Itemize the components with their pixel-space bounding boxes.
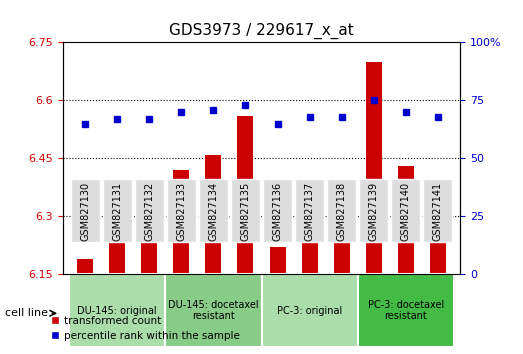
Text: GSM827133: GSM827133 (176, 182, 186, 241)
Bar (141, 228, 157, 274)
Bar (334, 213, 350, 274)
Bar (173, 170, 189, 274)
FancyBboxPatch shape (135, 179, 164, 242)
Text: GSM827137: GSM827137 (304, 182, 314, 241)
FancyBboxPatch shape (359, 179, 388, 242)
Text: DU-145: docetaxel
resistant: DU-145: docetaxel resistant (168, 300, 259, 321)
Text: GSM827130: GSM827130 (80, 182, 90, 241)
FancyBboxPatch shape (391, 179, 420, 242)
Text: GSM827131: GSM827131 (112, 182, 122, 241)
FancyBboxPatch shape (295, 179, 324, 242)
Text: GSM827138: GSM827138 (337, 182, 347, 241)
FancyBboxPatch shape (71, 179, 99, 242)
FancyBboxPatch shape (424, 179, 452, 242)
Text: PC-3: docetaxel
resistant: PC-3: docetaxel resistant (368, 300, 444, 321)
Text: GSM827139: GSM827139 (369, 182, 379, 241)
Bar (77, 259, 93, 274)
Bar (206, 155, 221, 274)
FancyBboxPatch shape (327, 179, 356, 242)
Text: GSM827135: GSM827135 (241, 182, 251, 241)
FancyBboxPatch shape (358, 274, 454, 347)
Bar (366, 62, 382, 274)
Text: GDS3973 / 229617_x_at: GDS3973 / 229617_x_at (169, 23, 354, 39)
FancyBboxPatch shape (165, 274, 262, 347)
Text: cell line: cell line (5, 308, 48, 318)
Bar (397, 166, 414, 274)
FancyBboxPatch shape (103, 179, 132, 242)
Bar (302, 189, 317, 274)
Text: GSM827132: GSM827132 (144, 182, 154, 241)
Legend: transformed count, percentile rank within the sample: transformed count, percentile rank withi… (47, 312, 244, 345)
FancyBboxPatch shape (231, 179, 260, 242)
FancyBboxPatch shape (69, 274, 165, 347)
Bar (109, 224, 126, 274)
Bar (269, 247, 286, 274)
Bar (237, 116, 254, 274)
Text: DU-145: original: DU-145: original (77, 306, 157, 316)
FancyBboxPatch shape (262, 274, 358, 347)
Text: GSM827136: GSM827136 (272, 182, 282, 241)
Bar (430, 216, 446, 274)
Text: GSM827140: GSM827140 (401, 182, 411, 241)
FancyBboxPatch shape (263, 179, 292, 242)
FancyBboxPatch shape (199, 179, 228, 242)
Text: PC-3: original: PC-3: original (277, 306, 342, 316)
FancyBboxPatch shape (167, 179, 196, 242)
Text: GSM827134: GSM827134 (209, 182, 219, 241)
Text: GSM827141: GSM827141 (433, 182, 443, 241)
